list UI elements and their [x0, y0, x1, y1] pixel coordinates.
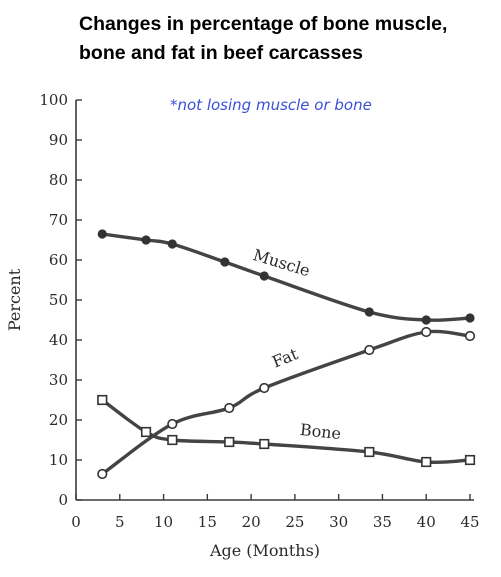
fat-point	[421, 326, 432, 338]
y-tick-label: 20	[49, 411, 68, 429]
x-tick-label: 5	[115, 513, 125, 531]
muscle-point	[364, 307, 374, 317]
fat-series-label: Fat	[269, 344, 301, 372]
x-axis-ticks: 0 5 10 15 20 25 30 35 40 45	[71, 494, 480, 531]
chart-title: Changes in percentage of bone muscle, bo…	[79, 10, 489, 68]
muscle-point	[220, 257, 230, 267]
handwritten-annotation: *not losing muscle or bone	[170, 96, 372, 114]
y-tick-label: 90	[49, 131, 68, 149]
y-tick-label: 60	[49, 251, 68, 269]
y-tick-label: 30	[49, 371, 68, 389]
x-tick-label: 35	[373, 513, 392, 531]
fat-point	[464, 330, 476, 342]
bone-point	[464, 454, 476, 466]
x-axis-label: Age (Months)	[209, 541, 320, 560]
muscle-point	[97, 229, 107, 239]
fat-point	[167, 418, 178, 430]
bone-point	[97, 394, 108, 406]
y-tick-label: 80	[49, 171, 68, 189]
y-tick-label: 70	[49, 211, 68, 229]
x-tick-label: 10	[154, 513, 173, 531]
y-tick-label: 40	[49, 331, 68, 349]
bone-point	[167, 434, 178, 446]
fat-point	[97, 468, 108, 480]
y-axis-label: Percent	[5, 268, 24, 331]
x-tick-label: 15	[198, 513, 217, 531]
muscle-point	[259, 271, 269, 281]
x-tick-label: 20	[242, 513, 261, 531]
x-tick-label: 30	[329, 513, 348, 531]
x-tick-label: 40	[417, 513, 436, 531]
x-tick-label: 25	[285, 513, 304, 531]
x-tick-label: 45	[460, 513, 479, 531]
bone-point	[140, 426, 152, 438]
bone-point	[364, 446, 375, 458]
series-markers	[97, 229, 476, 480]
y-tick-label: 50	[49, 291, 68, 309]
muscle-point	[465, 313, 475, 323]
y-tick-label: 10	[49, 451, 68, 469]
y-axis-ticks: 0 10 20 30 40 50 60 70 80 90 100	[39, 91, 82, 509]
bone-series-label: Bone	[299, 420, 342, 443]
muscle-point	[421, 315, 431, 325]
chart-title-line-1: Changes in percentage of bone muscle,	[79, 13, 448, 35]
muscle-point	[167, 239, 177, 249]
y-tick-label: 0	[58, 491, 68, 509]
bone-point	[421, 456, 432, 468]
chart-axes	[75, 100, 474, 501]
bone-point	[224, 436, 235, 448]
fat-point	[224, 402, 235, 414]
muscle-point	[141, 235, 151, 245]
chart-title-line-2: bone and fat in beef carcasses	[79, 42, 363, 64]
fat-point	[259, 382, 270, 394]
muscle-line	[100, 232, 472, 322]
bone-point	[259, 438, 270, 450]
y-tick-label: 100	[39, 91, 68, 109]
fat-point	[364, 344, 375, 356]
x-tick-label: 0	[71, 513, 81, 531]
